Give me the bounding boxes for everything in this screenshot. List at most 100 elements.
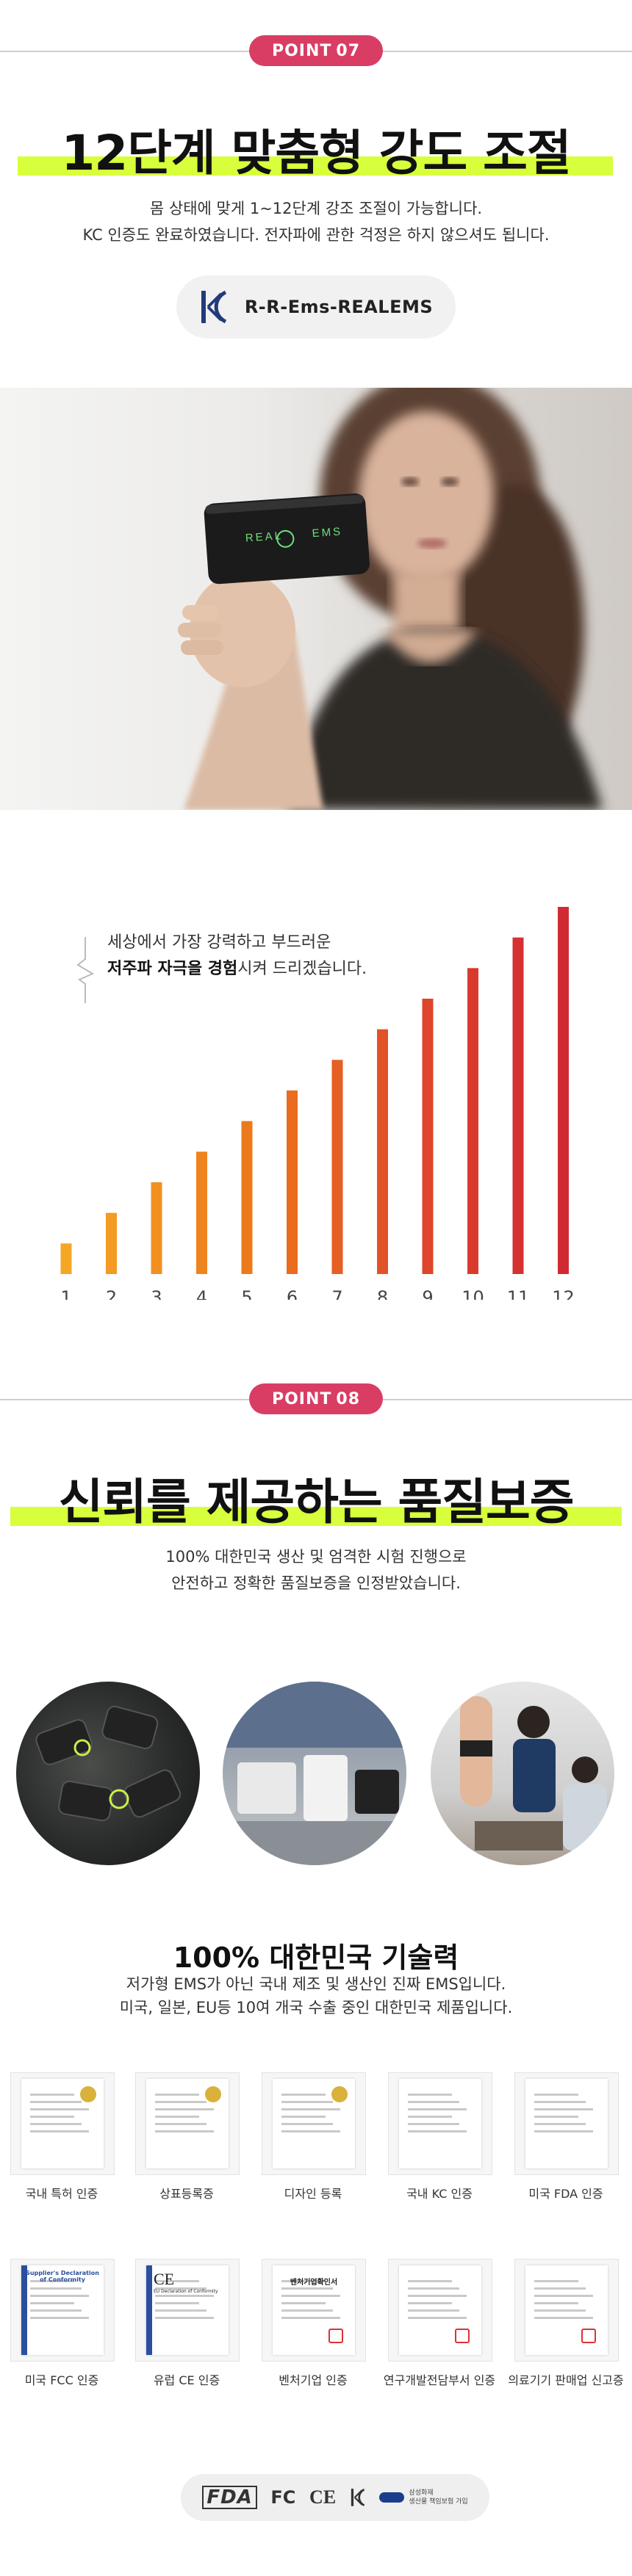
kc-logo-icon (201, 290, 227, 324)
red-stamp-icon (581, 2329, 596, 2343)
certificate-card[interactable] (262, 2072, 366, 2175)
description-line: KC 인증도 완료하였습니다. 전자파에 관한 걱정은 하지 않으셔도 됩니다. (82, 226, 550, 244)
tech-description: 저가형 EMS가 아닌 국내 제조 및 생산인 진짜 EMS입니다. 미국, 일… (0, 1972, 632, 2019)
kc-logo-icon (351, 2489, 365, 2506)
gold-seal-icon (331, 2086, 348, 2102)
tech-line: 저가형 EMS가 아닌 국내 제조 및 생산인 진짜 EMS입니다. (126, 1975, 506, 1993)
bar-level-2 (106, 1212, 117, 1274)
strength-bold: 저주파 자극을 경험 (107, 960, 238, 978)
certificate-label: 국내 KC 인증 (406, 2187, 473, 2201)
tick-label-1: 1 (60, 1287, 71, 1300)
device-brand-right: EMS (312, 525, 343, 540)
point-badge: POINT 08 (249, 1383, 383, 1414)
bar-level-7 (331, 1060, 343, 1274)
factory-photo-2 (223, 1682, 406, 1865)
certificate-card[interactable] (514, 2072, 619, 2175)
fda-logo: FDA (202, 2486, 257, 2509)
gold-seal-icon (80, 2086, 96, 2102)
tick-label-10: 10 (462, 1287, 484, 1300)
section-description: 100% 대한민국 생산 및 엄격한 시험 진행으로 안전하고 정확한 품질보증… (0, 1544, 632, 1596)
certificate-label: 미국 FCC 인증 (24, 2373, 99, 2387)
samsung-logo-icon (379, 2492, 405, 2503)
certificate-card[interactable] (514, 2259, 619, 2362)
title-highlight (18, 156, 613, 176)
bar-level-6 (287, 1090, 298, 1274)
samsung-line1: 삼성화재 (409, 2489, 434, 2497)
tick-label-6: 6 (287, 1287, 298, 1300)
fc-logo: FC (270, 2487, 296, 2508)
certificate-document (399, 2079, 481, 2168)
certificate-card[interactable]: 벤처기업확인서 (262, 2259, 366, 2362)
certificate-label: 상표등록증 (159, 2187, 214, 2201)
certificate-document (21, 2079, 104, 2168)
gold-seal-icon (205, 2086, 221, 2102)
venture-title: 벤처기업확인서 (290, 2279, 338, 2287)
factory-photo-1 (16, 1682, 200, 1865)
certificate-card[interactable]: Supplier's Declaration of Conformity (10, 2259, 115, 2362)
device-brand-left: REAL (245, 529, 284, 545)
bar-level-12 (558, 907, 569, 1274)
kc-code: R-R-Ems-REALEMS (244, 297, 434, 317)
certificate-card[interactable]: CE EU Declaration of Conformity (135, 2259, 240, 2362)
tick-label-12: 12 (552, 1287, 575, 1300)
bar-level-10 (467, 968, 478, 1274)
bar-level-11 (512, 937, 524, 1274)
certificate-card[interactable] (388, 2259, 492, 2362)
certificate-card[interactable] (10, 2072, 115, 2175)
strength-description: 세상에서 가장 강력하고 부드러운 저주파 자극을 경험시켜 드리겠습니다. (107, 930, 367, 983)
certificate-card[interactable] (388, 2072, 492, 2175)
description-line: 안전하고 정확한 품질보증을 인정받았습니다. (171, 1574, 461, 1592)
tick-label-2: 2 (106, 1287, 117, 1300)
tech-title: 100% 대한민국 기술력 (173, 1942, 459, 1974)
ce-mark: CE (154, 2270, 175, 2288)
samsung-line2: 생산물 책임보험 가입 (409, 2498, 468, 2506)
tick-label-4: 4 (196, 1287, 207, 1300)
bar-level-4 (196, 1151, 207, 1274)
tick-label-7: 7 (331, 1287, 342, 1300)
certificate-label: 미국 FDA 인증 (528, 2187, 603, 2201)
tick-label-3: 3 (151, 1287, 162, 1300)
certification-logos: FDA FC CE 삼성화재 생산물 책임보험 가입 (181, 2474, 489, 2521)
ce-title: EU Declaration of Conformity (154, 2289, 218, 2294)
red-stamp-icon (455, 2329, 470, 2343)
certificate-document (525, 2079, 608, 2168)
red-stamp-icon (328, 2329, 343, 2343)
certificate-label: 연구개발전담부서 인증 (383, 2373, 496, 2387)
tick-label-5: 5 (241, 1287, 252, 1300)
certificate-label: 유럽 CE 인증 (153, 2373, 220, 2387)
certificate-label: 디자인 등록 (284, 2187, 342, 2201)
tick-label-9: 9 (422, 1287, 433, 1300)
tech-line: 미국, 일본, EU등 10여 개국 수출 중인 대한민국 제품입니다. (119, 1999, 513, 2016)
certificate-document: Supplier's Declaration of Conformity (21, 2265, 104, 2355)
certificate-card[interactable] (135, 2072, 240, 2175)
bar-level-9 (422, 999, 434, 1274)
description-line: 몸 상태에 맞게 1~12단계 강조 조절이 가능합니다. (149, 200, 483, 217)
title-highlight (10, 1507, 622, 1526)
section-description: 몸 상태에 맞게 1~12단계 강조 조절이 가능합니다. KC 인증도 완료하… (0, 195, 632, 248)
tick-label-11: 11 (507, 1287, 530, 1300)
section-title: 신뢰를 제공하는 품질보증 (58, 1474, 575, 1530)
point-label: POINT (271, 41, 332, 60)
bar-level-5 (241, 1121, 253, 1274)
kc-certification-box: R-R-Ems-REALEMS (176, 275, 456, 339)
certificate-document (399, 2265, 481, 2355)
bar-level-1 (60, 1243, 72, 1274)
certificate-document: CE EU Declaration of Conformity (146, 2265, 229, 2355)
certificate-label: 국내 특허 인증 (25, 2187, 98, 2201)
intensity-bar-chart: 1 2 3 4 5 6 7 8 9 10 11 12 (60, 907, 575, 1300)
description-line: 100% 대한민국 생산 및 엄격한 시험 진행으로 (165, 1548, 467, 1566)
certificate-label: 벤처기업 인증 (279, 2373, 348, 2387)
testing-photo (431, 1682, 614, 1865)
certificate-document: 벤처기업확인서 (273, 2265, 355, 2355)
point-number: 08 (336, 1389, 361, 1408)
device-pile-illustration (35, 1705, 182, 1822)
point-label: POINT (271, 1389, 332, 1408)
point-badge: POINT 07 (249, 35, 383, 66)
samsung-insurance: 삼성화재 생산물 책임보험 가입 (379, 2489, 468, 2506)
certificate-label: 의료기기 판매업 신고증 (508, 2373, 624, 2387)
tick-label-8: 8 (377, 1287, 388, 1300)
strength-line: 세상에서 가장 강력하고 부드러운 (107, 933, 331, 952)
strength-rest: 시켜 드리겠습니다. (237, 960, 367, 978)
bar-level-8 (377, 1029, 388, 1274)
waveform-icon (76, 937, 95, 1003)
